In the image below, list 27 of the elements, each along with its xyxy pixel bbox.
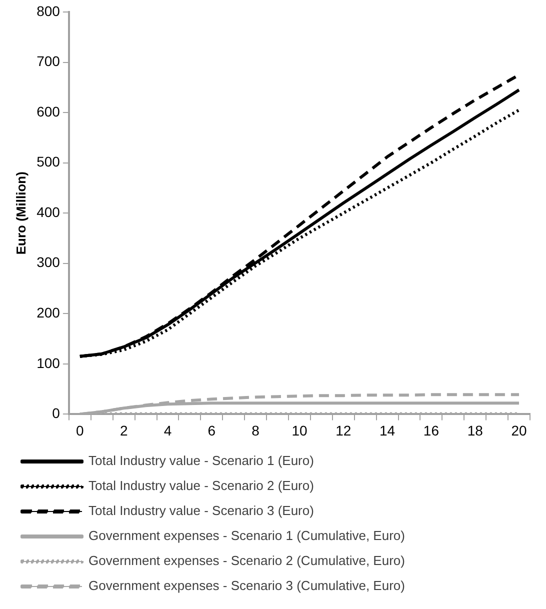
x-tick-label: 18 xyxy=(467,422,484,438)
x-tick-label: 6 xyxy=(208,422,216,438)
y-tick-label: 600 xyxy=(36,103,60,120)
x-tick-label: 16 xyxy=(423,422,440,438)
x-tick-label: 0 xyxy=(76,422,84,438)
y-tick-label: 500 xyxy=(36,154,60,170)
y-tick-label: 0 xyxy=(52,405,60,422)
y-tick-label: 800 xyxy=(36,2,60,19)
legend-label: Government expenses - Scenario 1 (Cumulative, Euro) xyxy=(88,528,405,544)
x-tick-label: 20 xyxy=(511,422,528,438)
y-tick-label: 100 xyxy=(36,354,60,371)
x-tick-label: 14 xyxy=(380,422,396,438)
x-tick-label: 2 xyxy=(120,422,128,438)
x-tick-label: 12 xyxy=(336,422,352,438)
legend-label: Government expenses - Scenario 2 (Cumulative, Euro) xyxy=(88,553,405,568)
y-tick-label: 300 xyxy=(36,254,60,270)
y-tick-label: 700 xyxy=(36,53,60,70)
legend-label: Government expenses - Scenario 3 (Cumulative, Euro) xyxy=(88,578,405,594)
legend-label: Total Industry value - Scenario 3 (Euro) xyxy=(88,503,314,518)
legend-label: Total Industry value - Scenario 2 (Euro) xyxy=(88,478,314,494)
x-tick-label: 8 xyxy=(252,422,260,438)
legend-label: Total Industry value - Scenario 1 (Euro) xyxy=(88,453,314,468)
y-axis-title: Euro (Million) xyxy=(13,172,28,255)
x-tick-label: 10 xyxy=(292,422,308,438)
y-tick-label: 200 xyxy=(36,304,60,321)
y-tick-label: 400 xyxy=(36,204,60,220)
x-tick-label: 4 xyxy=(164,422,172,438)
